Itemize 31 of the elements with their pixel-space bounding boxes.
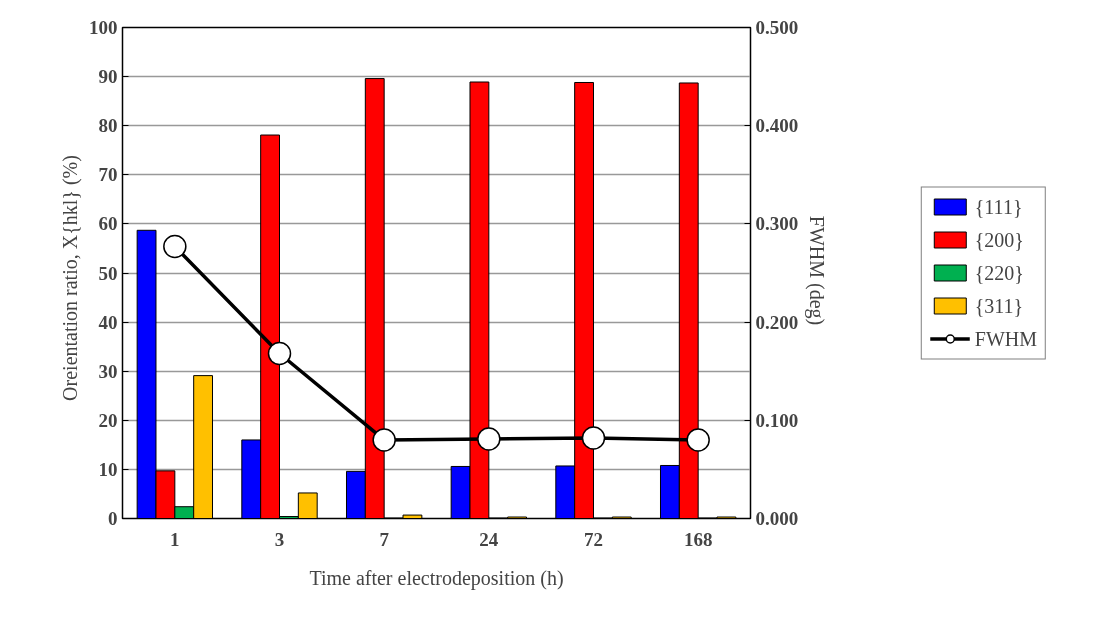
y2-tick-label: 0.500	[755, 17, 799, 38]
y2-tick-label: 0.100	[755, 409, 799, 431]
legend-label: {311}	[974, 294, 1024, 317]
x-tick-label: 3	[274, 528, 285, 550]
y-axis-title: Oreientation ratio, X{hkl} (%)	[59, 155, 82, 401]
legend-label: FWHM	[974, 327, 1037, 350]
x-tick-label: 72	[584, 528, 603, 550]
legend-label: {111}	[974, 195, 1023, 218]
y2-tick-label: 0.400	[755, 115, 799, 137]
y-tick-label: 80	[98, 115, 118, 137]
y2-tick-label: 0.000	[755, 508, 799, 529]
y-tick-label: 50	[98, 262, 118, 284]
y-tick-label: 0	[108, 508, 118, 529]
y-tick-label: 30	[98, 360, 118, 382]
legend-label: {220}	[974, 261, 1024, 284]
y-tick-label: 20	[98, 409, 118, 431]
y-tick-label: 100	[89, 17, 118, 38]
y-tick-label: 60	[98, 213, 118, 235]
y2-tick-label: 0.300	[755, 213, 799, 235]
y-tick-label: 70	[98, 164, 118, 186]
y-tick-label: 10	[98, 458, 118, 480]
x-tick-label: 168	[683, 528, 713, 550]
legend-label: {200}	[974, 228, 1024, 251]
x-tick-label: 7	[379, 528, 390, 550]
x-axis-title: Time after electrodeposition (h)	[309, 566, 564, 590]
y-tick-label: 90	[98, 66, 118, 88]
x-tick-label: 24	[479, 528, 499, 550]
y-tick-label: 40	[98, 311, 118, 333]
y2-tick-label: 0.200	[755, 311, 799, 333]
y2-axis-title: FWHM (deg)	[805, 215, 829, 326]
x-tick-label: 1	[170, 528, 180, 550]
